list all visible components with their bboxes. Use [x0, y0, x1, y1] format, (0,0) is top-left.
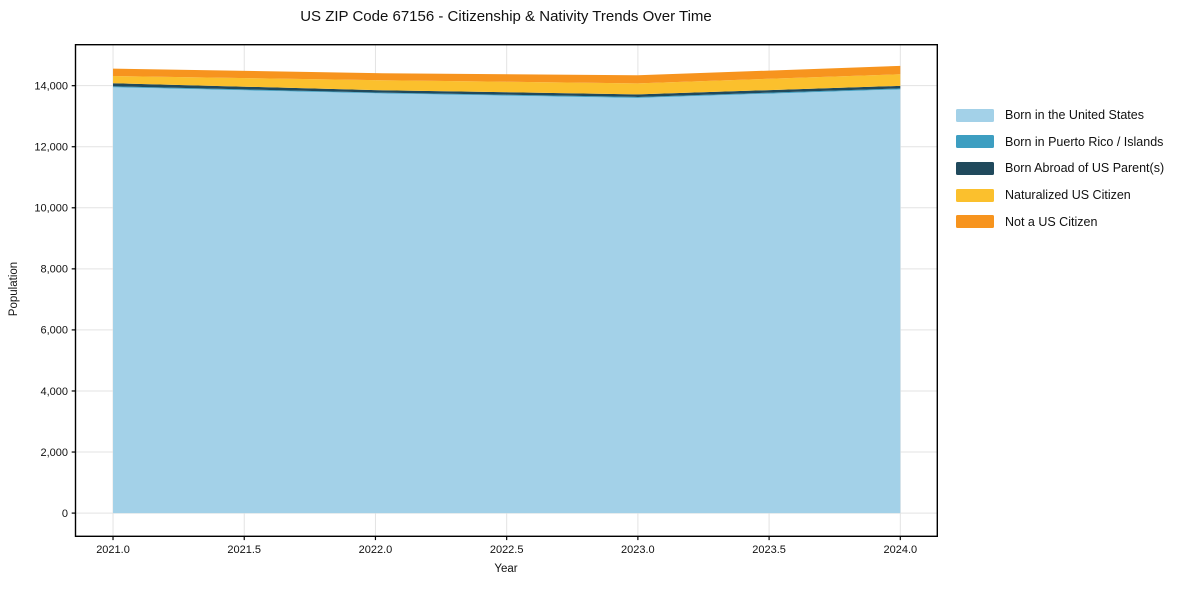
y-tick-label: 14,000 — [34, 80, 68, 92]
y-tick-label: 2,000 — [40, 447, 68, 459]
y-tick-label: 0 — [62, 508, 68, 520]
x-tick-label: 2022.5 — [490, 544, 524, 556]
legend-label: Born Abroad of US Parent(s) — [1005, 161, 1165, 176]
x-tick-label: 2024.0 — [883, 544, 917, 556]
legend-item-naturalized-us-citizen: Naturalized US Citizen — [956, 182, 1164, 209]
legend-label: Naturalized US Citizen — [1005, 188, 1131, 203]
legend-swatch — [956, 188, 994, 202]
area-naturalized-us-citizen — [113, 74, 901, 95]
x-tick-label: 2021.0 — [96, 544, 130, 556]
legend-item-born-in-the-united-states: Born in the United States — [956, 102, 1164, 129]
legend-label: Born in the United States — [1005, 108, 1144, 123]
area-not-a-us-citizen — [113, 65, 901, 84]
y-tick-label: 12,000 — [34, 142, 68, 154]
y-tick-label: 4,000 — [40, 386, 68, 398]
area-born-in-the-united-states — [113, 87, 901, 514]
y-tick-label: 6,000 — [40, 325, 68, 337]
legend-swatch — [956, 135, 994, 149]
legend-swatch — [956, 215, 994, 229]
x-tick-label: 2023.0 — [621, 544, 655, 556]
x-axis-label: Year — [494, 563, 518, 575]
legend-item-not-a-us-citizen: Not a US Citizen — [956, 208, 1164, 235]
area-born-abroad-of-us-parent-s — [113, 83, 901, 97]
y-tick-label: 8,000 — [40, 264, 68, 276]
x-tick-label: 2022.0 — [359, 544, 393, 556]
legend-label: Born in Puerto Rico / Islands — [1005, 134, 1164, 149]
area-born-in-puerto-rico-islands — [113, 86, 901, 98]
legend-label: Not a US Citizen — [1005, 214, 1098, 229]
x-tick-label: 2021.5 — [227, 544, 261, 556]
y-axis-label: Population — [8, 261, 20, 317]
legend-swatch — [956, 108, 994, 122]
x-tick-label: 2023.5 — [752, 544, 786, 556]
legend: Born in the United States Born in Puerto … — [956, 102, 1164, 235]
chart-title: US ZIP Code 67156 - Citizenship & Nativi… — [300, 8, 712, 25]
legend-swatch — [956, 161, 994, 175]
legend-item-born-in-puerto-rico-islands: Born in Puerto Rico / Islands — [956, 129, 1164, 156]
y-tick-label: 10,000 — [34, 203, 68, 215]
legend-item-born-abroad-of-us-parent-s: Born Abroad of US Parent(s) — [956, 155, 1164, 182]
